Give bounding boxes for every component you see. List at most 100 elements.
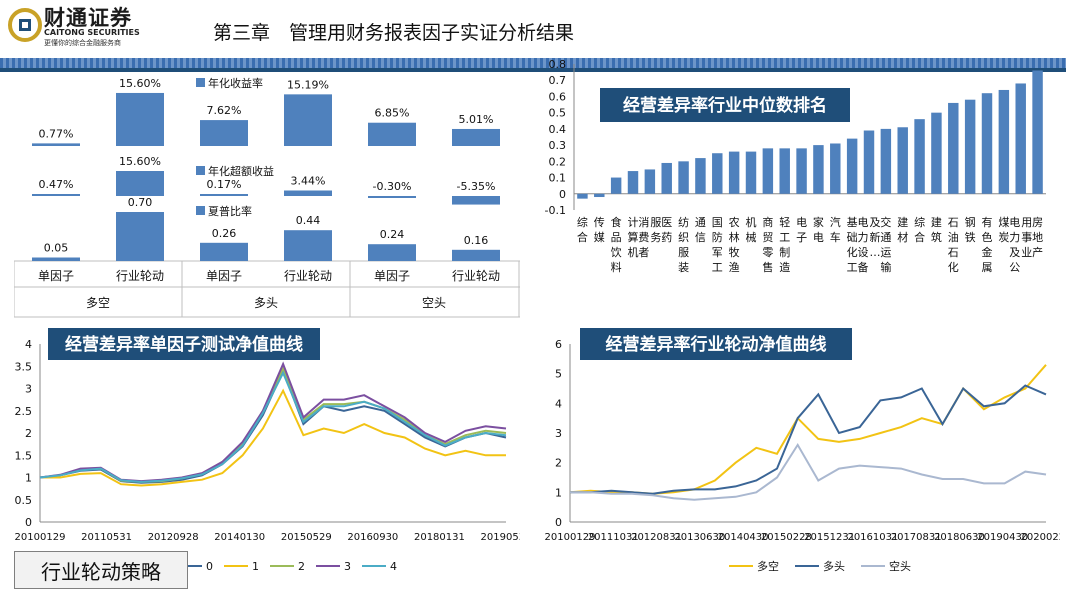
data-label: 0.05 <box>44 242 69 255</box>
bar <box>981 93 993 194</box>
y-tick-label: 0 <box>555 516 562 529</box>
y-tick-label: 2 <box>25 427 32 440</box>
data-label: 0.17% <box>207 178 242 191</box>
y-tick-label: 5 <box>555 368 562 381</box>
y-tick-label: 4 <box>555 397 562 410</box>
data-label: 0.70 <box>128 196 153 209</box>
bar <box>594 193 605 198</box>
bar <box>1032 70 1043 194</box>
group-label: 空头 <box>422 296 446 310</box>
data-label: 15.60% <box>119 155 161 168</box>
x-tick-label: 20130630 <box>674 532 725 543</box>
x-tick-label: 20110531 <box>81 532 132 543</box>
single-factor-nav-chart: 0 0.5 1 1.5 2 2.5 3 3.5 4 20100129 20110531 2012092… <box>15 328 520 573</box>
data-label: 6.85% <box>375 107 410 120</box>
x-tick-label: 交通运输 <box>880 215 891 274</box>
bar <box>200 242 248 261</box>
category-label: 单因子 <box>206 269 242 283</box>
bar <box>284 94 332 146</box>
y-tick-label: 6 <box>555 338 562 351</box>
logo-tagline: 更懂你的综合金融服务商 <box>44 39 121 47</box>
bar <box>368 244 416 261</box>
x-tick-label: 20150228 <box>761 532 812 543</box>
x-tick-label: 20161031 <box>847 532 898 543</box>
bar <box>712 153 723 194</box>
bar <box>796 148 807 194</box>
bar <box>577 193 588 199</box>
bar <box>863 130 875 194</box>
x-tick-label: 基础化工 <box>847 216 858 274</box>
bar <box>964 99 976 194</box>
x-tick-label: 20140130 <box>214 532 265 543</box>
x-tick-label: 钢铁 <box>965 216 976 244</box>
bar <box>284 230 332 261</box>
data-label: 0.26 <box>212 227 237 240</box>
legend-label: 3 <box>344 560 351 573</box>
bar <box>678 161 689 194</box>
x-tick-label: 20180131 <box>414 532 465 543</box>
data-label: 3.44% <box>291 174 326 187</box>
legend-label: 多空 <box>757 559 779 573</box>
chart-title: 经营差异率单因子测试净值曲线 <box>65 334 303 355</box>
bar <box>116 212 164 261</box>
bar <box>695 158 706 194</box>
x-tick-label: 电力及公用事业 <box>1009 216 1032 274</box>
bar <box>284 190 332 196</box>
bar <box>897 127 908 194</box>
data-label: -0.30% <box>373 180 412 193</box>
category-label: 单因子 <box>38 269 74 283</box>
data-label: -5.35% <box>457 180 496 193</box>
legend-swatch <box>196 78 205 87</box>
legend-label: 0 <box>206 560 213 573</box>
x-tick-label: 纺织服装 <box>678 215 689 274</box>
x-tick-label: 食品饮料 <box>611 215 622 274</box>
data-label: 5.01% <box>459 113 494 126</box>
data-label: 0.24 <box>380 228 405 241</box>
bar <box>627 171 639 194</box>
x-tick-label: 20170831 <box>891 532 942 543</box>
y-tick-label: 0.4 <box>549 123 567 136</box>
x-tick-label: 房地产 <box>1032 216 1043 259</box>
y-tick-label: 3.5 <box>15 360 33 373</box>
legend-swatch <box>196 206 205 215</box>
series-line <box>39 361 507 483</box>
rotation-nav-chart: 0123456201001292011103120120831201306302… <box>545 328 1060 573</box>
y-tick-label: 0.2 <box>549 155 567 168</box>
legend-label: 1 <box>252 560 259 573</box>
y-tick-label: 0.1 <box>549 172 567 185</box>
x-tick-label: 石油石化 <box>948 216 959 274</box>
data-label: 0.77% <box>39 127 74 140</box>
bar <box>644 169 656 194</box>
y-tick-label: 2.5 <box>15 405 33 418</box>
x-tick-label: 农林牧渔 <box>729 215 740 274</box>
y-tick-label: 0 <box>559 188 566 201</box>
x-tick-label: 20100129 <box>545 532 596 543</box>
legend-label: 夏普比率 <box>208 204 252 218</box>
bar <box>1015 83 1026 194</box>
bar <box>116 92 164 146</box>
group-label: 多空 <box>86 296 110 310</box>
x-tick-label: 20140430 <box>718 532 769 543</box>
x-tick-label: 机械 <box>746 215 757 244</box>
x-tick-label: 20200228 <box>1021 532 1060 543</box>
bar <box>32 143 80 146</box>
x-tick-label: 消费者服务 <box>638 215 661 259</box>
y-tick-label: 1 <box>25 472 32 485</box>
category-label: 单因子 <box>374 269 410 283</box>
legend-label: 2 <box>298 560 305 573</box>
legend-label: 多头 <box>823 559 845 573</box>
page-title: 第三章 管理用财务报表因子实证分析结果 <box>213 22 575 44</box>
bar <box>948 102 959 194</box>
y-tick-label: 0.8 <box>549 58 567 71</box>
x-tick-label: 国防军工 <box>712 216 723 274</box>
header-stripe <box>0 58 1066 72</box>
data-label: 0.47% <box>39 178 74 191</box>
x-tick-label: 商贸零售 <box>762 215 773 274</box>
legend-label: 空头 <box>889 559 911 573</box>
series-line <box>39 370 507 483</box>
bar <box>779 148 790 194</box>
x-tick-label: 计算机 <box>628 216 639 259</box>
category-label: 行业轮动 <box>284 269 332 283</box>
bar <box>830 143 841 194</box>
